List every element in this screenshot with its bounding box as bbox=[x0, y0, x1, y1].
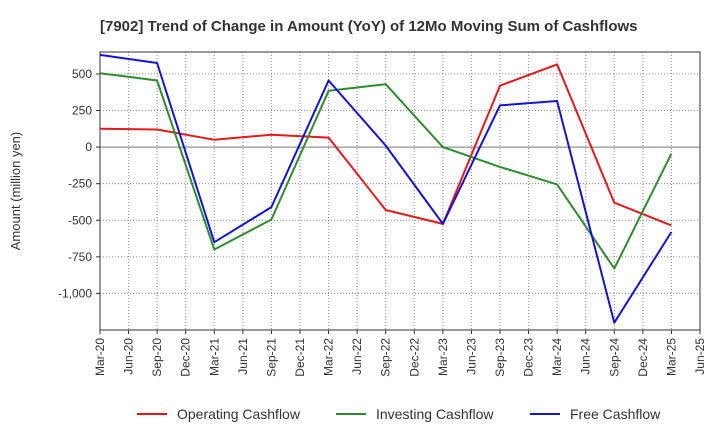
legend: Operating Cashflow Investing Cashflow Free… bbox=[137, 406, 661, 422]
x-tick-label: Dec-21 bbox=[293, 338, 307, 377]
y-tick-label: 0 bbox=[85, 140, 92, 154]
x-tick-label: Jun-22 bbox=[350, 338, 364, 375]
chart-title: [7902] Trend of Change in Amount (YoY) o… bbox=[100, 18, 638, 35]
x-tick-label: Mar-25 bbox=[664, 338, 678, 376]
x-tick-label: Mar-21 bbox=[207, 338, 221, 376]
legend-label: Investing Cashflow bbox=[376, 406, 494, 422]
y-axis: 500 250 0 -250 -500 -750 -1,000 bbox=[58, 67, 100, 300]
legend-label: Free Cashflow bbox=[570, 406, 661, 422]
x-tick-label: Dec-20 bbox=[179, 338, 193, 377]
y-tick-label: -250 bbox=[68, 177, 92, 191]
x-tick-label: Sep-22 bbox=[379, 338, 393, 377]
series-line-investing-cashflow bbox=[99, 72, 673, 270]
x-tick-label: Jun-20 bbox=[122, 338, 136, 375]
x-tick-label: Dec-24 bbox=[636, 338, 650, 377]
x-tick-label: Mar-24 bbox=[550, 338, 564, 376]
series-line-operating-cashflow bbox=[99, 63, 672, 227]
series-line-free-cashflow bbox=[99, 53, 673, 324]
x-axis: Mar-20 Jun-20 Sep-20 Dec-20 Mar-21 Jun-21 Sep-… bbox=[93, 330, 707, 377]
y-tick-label: -1,000 bbox=[58, 286, 92, 300]
x-tick-label: Sep-21 bbox=[264, 338, 278, 377]
x-tick-label: Jun-25 bbox=[693, 338, 707, 375]
x-tick-label: Jun-23 bbox=[464, 338, 478, 375]
y-tick-label: 250 bbox=[72, 104, 92, 118]
y-tick-label: -750 bbox=[68, 250, 92, 264]
legend-label: Operating Cashflow bbox=[177, 406, 301, 422]
series-lines bbox=[99, 53, 673, 324]
x-tick-label: Sep-24 bbox=[607, 338, 621, 377]
x-tick-label: Mar-23 bbox=[436, 338, 450, 376]
x-tick-label: Mar-22 bbox=[322, 338, 336, 376]
x-tick-label: Jun-21 bbox=[236, 338, 250, 375]
x-tick-label: Sep-23 bbox=[493, 338, 507, 377]
x-tick-label: Dec-22 bbox=[407, 338, 421, 377]
x-tick-label: Jun-24 bbox=[579, 338, 593, 375]
grid bbox=[99, 52, 701, 330]
x-tick-label: Sep-20 bbox=[150, 338, 164, 377]
x-tick-label: Dec-23 bbox=[522, 338, 536, 377]
x-tick-label: Mar-20 bbox=[93, 338, 107, 376]
y-tick-label: 500 bbox=[72, 67, 92, 81]
y-axis-label: Amount (million yen) bbox=[8, 132, 23, 251]
plot-frame bbox=[99, 51, 701, 331]
y-tick-label: -500 bbox=[68, 213, 92, 227]
